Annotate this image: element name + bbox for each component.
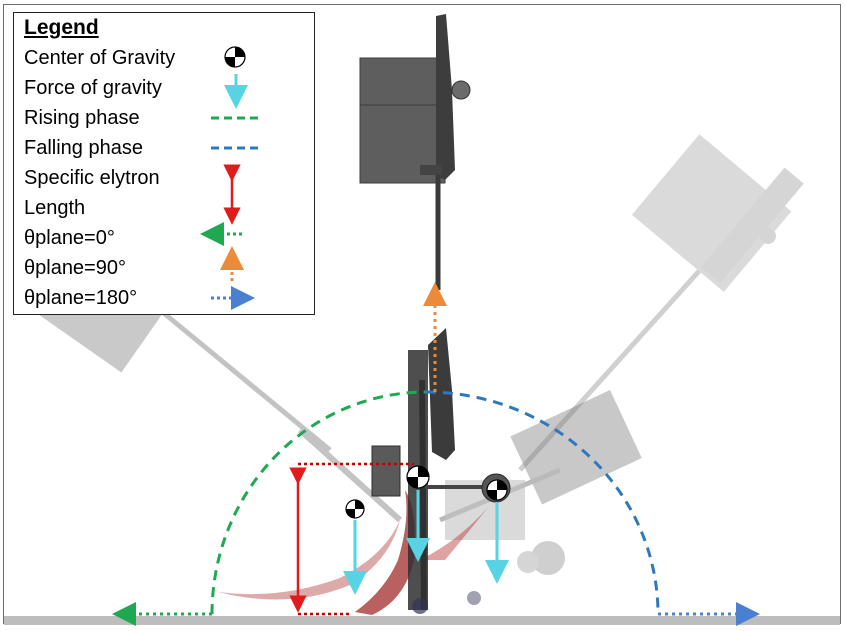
center-of-gravity-icon: [486, 479, 508, 501]
center-of-gravity-icon: [406, 465, 430, 489]
legend-label-specific-elytron: Specific elytron: [24, 167, 160, 189]
legend-title: Legend: [24, 16, 99, 39]
legend-label-center-of-gravity: Center of Gravity: [24, 47, 176, 69]
falling-phase-arc: [425, 390, 660, 615]
legend-label-theta-plane-90: θplane=90°: [24, 257, 126, 279]
robot-ghost-right-lower: [439, 390, 642, 575]
robot-ghost-right-upper: [518, 134, 804, 472]
elytron-length-indicator: [289, 462, 414, 616]
legend-label-theta-plane-0: θplane=0°: [24, 227, 115, 249]
cog-icon: [224, 46, 246, 68]
legend-label-force-of-gravity: Force of gravity: [24, 77, 162, 99]
ground-plane: [4, 616, 840, 625]
legend-label-theta-plane-180: θplane=180°: [24, 287, 138, 309]
legend-label-length: Length: [24, 197, 86, 219]
rising-phase-arc: [210, 390, 427, 615]
robot-upright-top: [359, 14, 471, 290]
center-of-gravity-icon: [345, 499, 365, 519]
legend-label-falling-phase: Falling phase: [24, 137, 143, 159]
legend-box: Legend Center of Gravity Force of gravit…: [13, 12, 315, 315]
legend-symbols: [200, 46, 260, 310]
legend-label-rising-phase: Rising phase: [24, 107, 140, 129]
